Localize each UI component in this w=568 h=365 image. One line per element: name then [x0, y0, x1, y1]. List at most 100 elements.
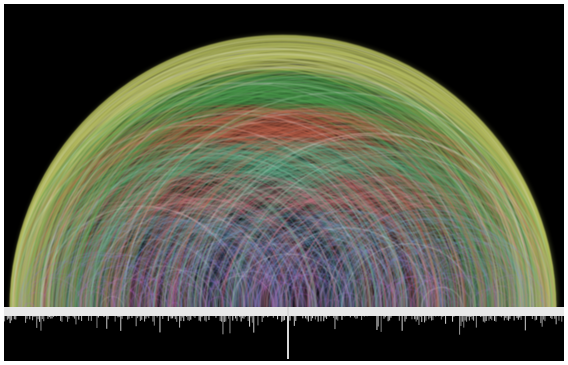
chapter-bar: [555, 308, 557, 325]
arc-1456: [342, 221, 516, 309]
arc-1698: [118, 104, 535, 309]
arc-1665: [89, 80, 545, 309]
arc-1538: [188, 189, 427, 309]
chapter-bar: [75, 308, 77, 325]
arc-1465: [43, 114, 440, 309]
arc-1691: [155, 187, 397, 309]
arc-1667: [198, 183, 448, 309]
arc-1471: [36, 110, 432, 309]
arc-1625: [22, 42, 554, 309]
arc-1658: [42, 254, 155, 309]
arc-1681: [200, 150, 515, 309]
chapter-bar: [418, 308, 420, 325]
arc-1687: [11, 50, 528, 309]
chapter-bar: [475, 308, 477, 328]
arc-1616: [193, 241, 327, 309]
arc-1680: [42, 95, 477, 309]
arc-1644: [151, 140, 494, 309]
arc-1574: [187, 213, 377, 309]
arc-1638: [177, 152, 490, 309]
center-spike: [287, 307, 289, 359]
arc-1682: [135, 98, 556, 309]
arc-1699: [75, 170, 357, 309]
arc-1652: [153, 157, 455, 309]
chapter-bar: [257, 308, 259, 326]
arc-1628: [97, 153, 407, 309]
arc-1543: [33, 157, 335, 309]
arc-1549: [221, 202, 434, 309]
chapter-bar: [222, 308, 224, 335]
arc-1645: [378, 243, 513, 309]
arc-1688: [54, 153, 372, 309]
arc-1627: [41, 66, 534, 309]
arc-1606: [275, 264, 364, 309]
arc-1602: [143, 173, 421, 309]
arc-1622: [24, 59, 522, 309]
arc-1633: [60, 67, 551, 309]
arc-1581: [27, 87, 469, 309]
chapter-bar: [376, 308, 378, 330]
arc-1657: [207, 296, 232, 309]
chapter-bar: [380, 308, 382, 332]
chapter-bar: [401, 308, 403, 331]
arc-1655: [373, 282, 428, 309]
chapter-bar: [159, 308, 161, 333]
arc-1683: [427, 274, 495, 309]
arc-1623: [163, 150, 478, 309]
chapter-bar: [135, 308, 137, 327]
chapter-bar: [249, 308, 251, 327]
arc-1660: [155, 112, 546, 309]
chapter-bar: [541, 308, 543, 327]
arc-1564: [232, 152, 545, 309]
arc-1634: [131, 218, 316, 309]
arc-1646: [326, 205, 539, 309]
chapter-bar: [179, 308, 181, 328]
chapter-bar: [524, 308, 526, 331]
arc-1648: [255, 240, 391, 309]
baseline-strip: [4, 307, 564, 316]
chapter-bar: [229, 308, 231, 334]
chapter-bar: [120, 308, 122, 331]
arcs-layer: [9, 34, 557, 309]
arc-1694: [372, 246, 497, 309]
chapter-bar: [460, 308, 462, 326]
arc-1585: [181, 207, 382, 309]
arc-1676: [54, 260, 154, 309]
chapter-bar: [334, 308, 336, 330]
chapter-bar: [463, 308, 465, 328]
arc-diagram: [4, 4, 564, 361]
arc-1685: [78, 128, 439, 309]
arc-1669: [341, 243, 476, 309]
arc-1566: [168, 201, 387, 309]
arc-1686: [17, 132, 370, 309]
arc-1693: [74, 89, 511, 309]
chapter-bar: [36, 308, 38, 328]
arc-1692: [44, 107, 447, 309]
arc-1463: [39, 55, 555, 309]
arc-1576: [87, 74, 555, 309]
arc-1571: [123, 141, 466, 309]
arc-1479: [270, 294, 298, 309]
arc-1690: [63, 93, 492, 309]
arc-1618: [114, 137, 457, 309]
arc-1696: [285, 173, 556, 309]
arc-1441: [169, 161, 471, 309]
arc-1677: [79, 235, 225, 309]
arc-1630: [96, 128, 466, 309]
arc-1597: [230, 253, 345, 309]
arc-1583: [110, 114, 499, 309]
arc-1570: [193, 160, 489, 309]
chapter-bar: [153, 308, 155, 326]
chapter-bar: [96, 308, 98, 328]
arc-1651: [89, 212, 281, 309]
arc-1431: [45, 72, 518, 309]
chapter-bar: [377, 308, 379, 327]
arc-1565: [100, 296, 124, 309]
arc-1679: [31, 104, 438, 309]
arc-1684: [22, 67, 515, 309]
arc-1547: [75, 151, 388, 309]
arc-1672: [171, 198, 396, 309]
arc-1695: [324, 209, 529, 309]
chapter-bar: [459, 308, 461, 335]
